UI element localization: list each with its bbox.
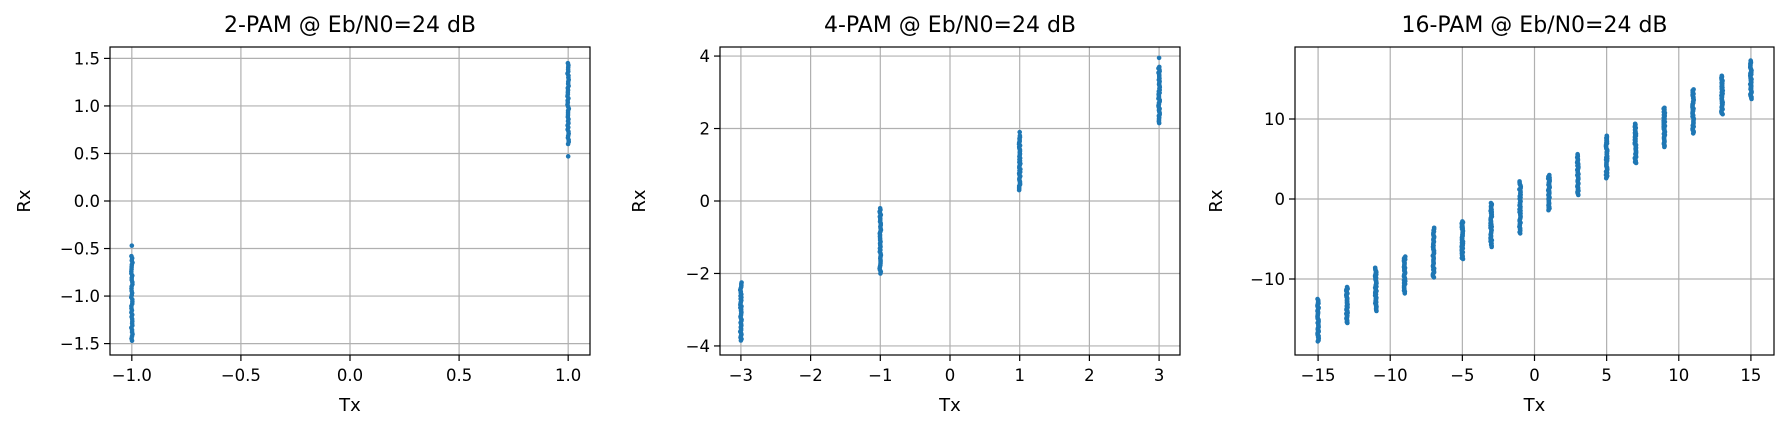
y-tick-label: −1.0: [60, 287, 100, 306]
cluster-7: [1517, 179, 1524, 236]
x-tick-label: 0.0: [337, 366, 363, 385]
y-tick-label: −10: [1250, 270, 1285, 289]
y-tick-label: −2: [686, 264, 710, 283]
x-tick-label: 5: [1601, 366, 1612, 385]
point-outlier: [1017, 129, 1022, 135]
point-outlier: [565, 154, 571, 159]
x-tick-label: −0.5: [221, 366, 261, 385]
cluster-1: [565, 60, 572, 159]
points: [128, 60, 572, 344]
points: [737, 55, 1163, 343]
point: [1344, 284, 1350, 290]
cluster-10: [1603, 133, 1610, 181]
cluster-3: [1156, 55, 1163, 126]
chart-title: 4-PAM @ Eb/N0=24 dB: [824, 13, 1076, 38]
subplot-2: −3 −2 −1 0 1 2 3 −4 −2 0 2 4 4-PAM @ Eb/N0=24 dB Tx Rx: [629, 13, 1181, 416]
x-tick-label: 0: [945, 366, 956, 385]
points: [1315, 58, 1754, 344]
point: [129, 253, 134, 259]
point: [1460, 219, 1465, 224]
subplot-1: −1.0 −0.5 0.0 0.5 1.0 −1.5 −1.0 −0.5 0.0 0.5 1.0 1.…: [14, 13, 591, 416]
x-tick-label: 10: [1668, 366, 1689, 385]
x-axis-label: Tx: [338, 395, 361, 416]
cluster-12: [1661, 105, 1668, 150]
point: [565, 60, 571, 66]
y-tick-label: 4: [700, 47, 711, 66]
cluster-13: [1690, 87, 1697, 136]
point: [739, 280, 744, 285]
y-tick-label: 0: [1275, 190, 1286, 209]
y-tick-label: −1.5: [60, 335, 100, 354]
y-tick-label: 2: [700, 120, 711, 139]
point: [1315, 296, 1320, 302]
cluster-0: [128, 243, 135, 344]
point: [1017, 133, 1023, 139]
point: [1604, 133, 1610, 139]
point: [1488, 200, 1494, 206]
point: [1372, 265, 1378, 271]
cluster-0: [737, 280, 744, 343]
x-tick-label: −15: [1301, 366, 1336, 385]
x-tick-label: −1.0: [112, 366, 152, 385]
cluster-2: [1372, 265, 1379, 314]
cluster-0: [1315, 296, 1322, 344]
cluster-2: [1016, 129, 1023, 193]
cluster-9: [1574, 151, 1581, 198]
point: [1402, 254, 1408, 259]
subplot-3: −15 −10 −5 0 5 10 15 −10 0 10 16-PAM @ Eb/N0=24 dB…: [1206, 13, 1775, 416]
x-tick-label: −5: [1450, 366, 1474, 385]
y-tick-label: 1.0: [74, 97, 100, 116]
y-tick-label: 10: [1264, 110, 1285, 129]
cluster-11: [1632, 121, 1639, 166]
x-tick-label: −3: [729, 366, 753, 385]
y-tick-label: 0.0: [74, 192, 100, 211]
x-tick-label: 0.5: [446, 366, 472, 385]
point: [1547, 172, 1552, 178]
cluster-5: [1459, 219, 1466, 262]
point: [1157, 64, 1162, 70]
y-tick-label: 0: [700, 192, 711, 211]
x-tick-label: −10: [1373, 366, 1408, 385]
cluster-14: [1719, 73, 1726, 117]
x-tick-label: 2: [1084, 366, 1095, 385]
y-axis-label: Rx: [629, 189, 650, 213]
point: [1632, 121, 1638, 127]
cluster-1: [877, 205, 884, 276]
cluster-3: [1401, 254, 1408, 296]
point: [1431, 225, 1437, 231]
point: [1719, 73, 1725, 79]
chart-title: 2-PAM @ Eb/N0=24 dB: [224, 13, 476, 38]
x-axis-label: Tx: [938, 395, 961, 416]
cluster-6: [1488, 200, 1495, 250]
point-outlier: [129, 243, 135, 248]
point: [1575, 151, 1580, 157]
point: [1748, 58, 1753, 63]
y-axis-label: Rx: [1206, 189, 1227, 213]
x-tick-label: 0: [1529, 366, 1540, 385]
chart-title: 16-PAM @ Eb/N0=24 dB: [1401, 13, 1667, 38]
cluster-4: [1430, 225, 1437, 280]
y-tick-label: 1.5: [74, 49, 100, 68]
x-tick-label: 3: [1154, 366, 1165, 385]
y-tick-label: 0.5: [74, 144, 100, 163]
x-tick-label: 15: [1740, 366, 1761, 385]
cluster-1: [1343, 284, 1350, 326]
point: [1517, 179, 1522, 184]
point: [1691, 87, 1696, 92]
x-axis-label: Tx: [1523, 395, 1546, 416]
x-tick-label: 1.0: [555, 366, 581, 385]
x-tick-label: −2: [798, 366, 822, 385]
point-outlier: [1156, 55, 1162, 61]
x-tick-label: −1: [868, 366, 892, 385]
y-axis-label: Rx: [14, 189, 35, 213]
point: [1662, 105, 1667, 111]
y-tick-label: −4: [686, 337, 710, 356]
x-tick-label: 1: [1014, 366, 1025, 385]
point: [877, 205, 883, 211]
cluster-8: [1545, 172, 1552, 213]
y-tick-label: −0.5: [60, 240, 100, 259]
cluster-15: [1747, 58, 1754, 102]
